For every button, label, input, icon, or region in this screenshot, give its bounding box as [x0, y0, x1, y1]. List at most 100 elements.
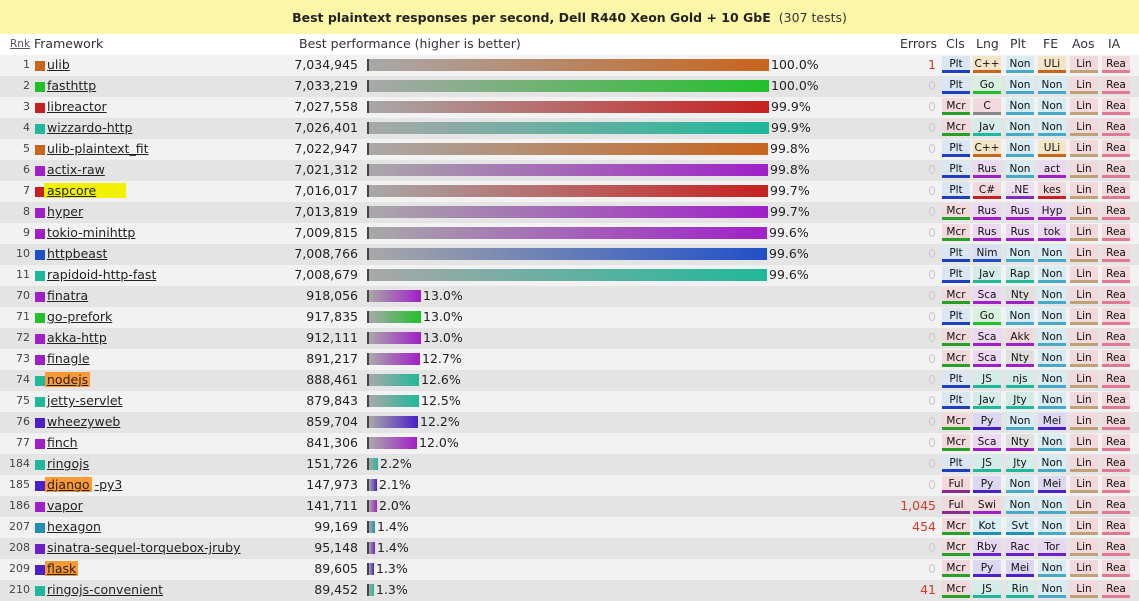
framework-link[interactable]: aspcore	[44, 183, 127, 198]
cls-badge: Mcr	[942, 203, 970, 220]
plt-badge: Non	[1006, 140, 1034, 157]
framework-link[interactable]: go-prefork	[47, 309, 113, 324]
performance-bar	[367, 374, 419, 386]
framework-header[interactable]: Framework	[34, 36, 104, 51]
ia-badge: Rea	[1102, 266, 1130, 283]
rank-value: 9	[23, 226, 30, 239]
error-count: 0	[928, 372, 936, 387]
rps-value: 7,022,947	[294, 141, 358, 156]
language-swatch-icon	[35, 292, 45, 302]
lng-badge: Py	[973, 413, 1001, 430]
framework-link[interactable]: nodejs	[45, 372, 91, 387]
ia-badge: Rea	[1102, 476, 1130, 493]
framework-link[interactable]: django	[45, 477, 92, 492]
error-count: 41	[920, 582, 936, 597]
framework-link[interactable]: finch	[47, 435, 78, 450]
ia-badge: Rea	[1102, 539, 1130, 556]
table-row: 10 httpbeast 7,008,766 99.6% 0 Plt Nim Non Non Li…	[0, 244, 1139, 265]
framework-link[interactable]: vapor	[47, 498, 83, 513]
plt-header[interactable]: Plt	[1010, 36, 1026, 51]
fe-badge: tok	[1038, 224, 1066, 241]
framework-link[interactable]: sinatra-sequel-torquebox-jruby	[47, 540, 241, 555]
language-swatch-icon	[35, 397, 45, 407]
performance-bar	[367, 227, 767, 239]
framework-link-suffix[interactable]: -py3	[94, 477, 123, 492]
cls-badge: Plt	[942, 56, 970, 73]
performance-header[interactable]: Best performance (higher is better)	[299, 36, 521, 51]
lng-badge: Sca	[973, 350, 1001, 367]
language-swatch-icon	[35, 544, 45, 554]
ia-badge: Rea	[1102, 245, 1130, 262]
rps-value: 95,148	[314, 540, 358, 555]
rank-value: 186	[9, 499, 30, 512]
aos-header[interactable]: Aos	[1072, 36, 1095, 51]
framework-link[interactable]: wizzardo-http	[47, 120, 133, 135]
rps-value: 7,013,819	[294, 204, 358, 219]
cls-badge: Mcr	[942, 224, 970, 241]
rps-value: 917,835	[306, 309, 358, 324]
ia-header[interactable]: IA	[1108, 36, 1121, 51]
framework-link[interactable]: httpbeast	[47, 246, 108, 261]
performance-bar	[367, 521, 375, 533]
lng-header[interactable]: Lng	[976, 36, 999, 51]
rps-value: 859,704	[306, 414, 358, 429]
error-count: 0	[928, 456, 936, 471]
framework-link[interactable]: tokio-minihttp	[47, 225, 136, 240]
framework-link[interactable]: akka-http	[47, 330, 107, 345]
aos-badge: Lin	[1070, 455, 1098, 472]
ia-badge: Rea	[1102, 581, 1130, 598]
error-count: 0	[928, 330, 936, 345]
framework-link[interactable]: fasthttp	[47, 78, 97, 93]
framework-link[interactable]: hexagon	[47, 519, 101, 534]
fe-header[interactable]: FE	[1043, 36, 1059, 51]
cls-badge: Plt	[942, 140, 970, 157]
language-swatch-icon	[35, 481, 45, 491]
table-row: 186 vapor 141,711 2.0% 1,045 Ful Swi Non Non Lin R…	[0, 496, 1139, 517]
framework-link[interactable]: finatra	[47, 288, 89, 303]
framework-link[interactable]: rapidoid-http-fast	[47, 267, 157, 282]
rank-value: 10	[16, 247, 30, 260]
plt-badge: Non	[1006, 413, 1034, 430]
table-row: 74 nodejs 888,461 12.6% 0 Plt JS njs Non Lin Rea	[0, 370, 1139, 391]
fe-badge: Hyp	[1038, 203, 1066, 220]
aos-badge: Lin	[1070, 182, 1098, 199]
ia-badge: Rea	[1102, 392, 1130, 409]
framework-link[interactable]: wheezyweb	[47, 414, 121, 429]
ia-badge: Rea	[1102, 329, 1130, 346]
lng-badge: Rus	[973, 161, 1001, 178]
framework-link[interactable]: flask	[45, 561, 79, 576]
cls-badge: Ful	[942, 476, 970, 493]
framework-link[interactable]: actix-raw	[47, 162, 105, 177]
language-swatch-icon	[35, 565, 45, 575]
cls-header[interactable]: Cls	[946, 36, 965, 51]
fe-badge: Mei	[1038, 476, 1066, 493]
framework-link[interactable]: ulib	[47, 57, 70, 72]
performance-percent: 99.6%	[769, 246, 809, 261]
framework-link[interactable]: ringojs	[47, 456, 90, 471]
framework-link[interactable]: jetty-servlet	[47, 393, 123, 408]
framework-link[interactable]: libreactor	[47, 99, 107, 114]
errors-header[interactable]: Errors	[900, 36, 937, 51]
plt-badge: Non	[1006, 161, 1034, 178]
rps-value: 912,111	[306, 330, 358, 345]
ia-badge: Rea	[1102, 161, 1130, 178]
performance-percent: 1.4%	[377, 540, 409, 555]
chart-title: Best plaintext responses per second, Del…	[0, 0, 1139, 35]
framework-link[interactable]: hyper	[47, 204, 84, 219]
rank-header[interactable]: Rnk	[10, 38, 31, 50]
plt-badge: Mei	[1006, 560, 1034, 577]
aos-badge: Lin	[1070, 497, 1098, 514]
framework-link[interactable]: ulib-plaintext_fit	[47, 141, 149, 156]
ia-badge: Rea	[1102, 287, 1130, 304]
error-count: 0	[928, 246, 936, 261]
lng-badge: Go	[973, 77, 1001, 94]
error-count: 1	[928, 57, 936, 72]
aos-badge: Lin	[1070, 56, 1098, 73]
framework-link[interactable]: finagle	[47, 351, 90, 366]
performance-bar	[367, 290, 421, 302]
performance-percent: 13.0%	[423, 288, 463, 303]
framework-link[interactable]: ringojs-convenient	[47, 582, 164, 597]
lng-badge: Sca	[973, 287, 1001, 304]
lng-badge: JS	[973, 581, 1001, 598]
lng-badge: Nim	[973, 245, 1001, 262]
